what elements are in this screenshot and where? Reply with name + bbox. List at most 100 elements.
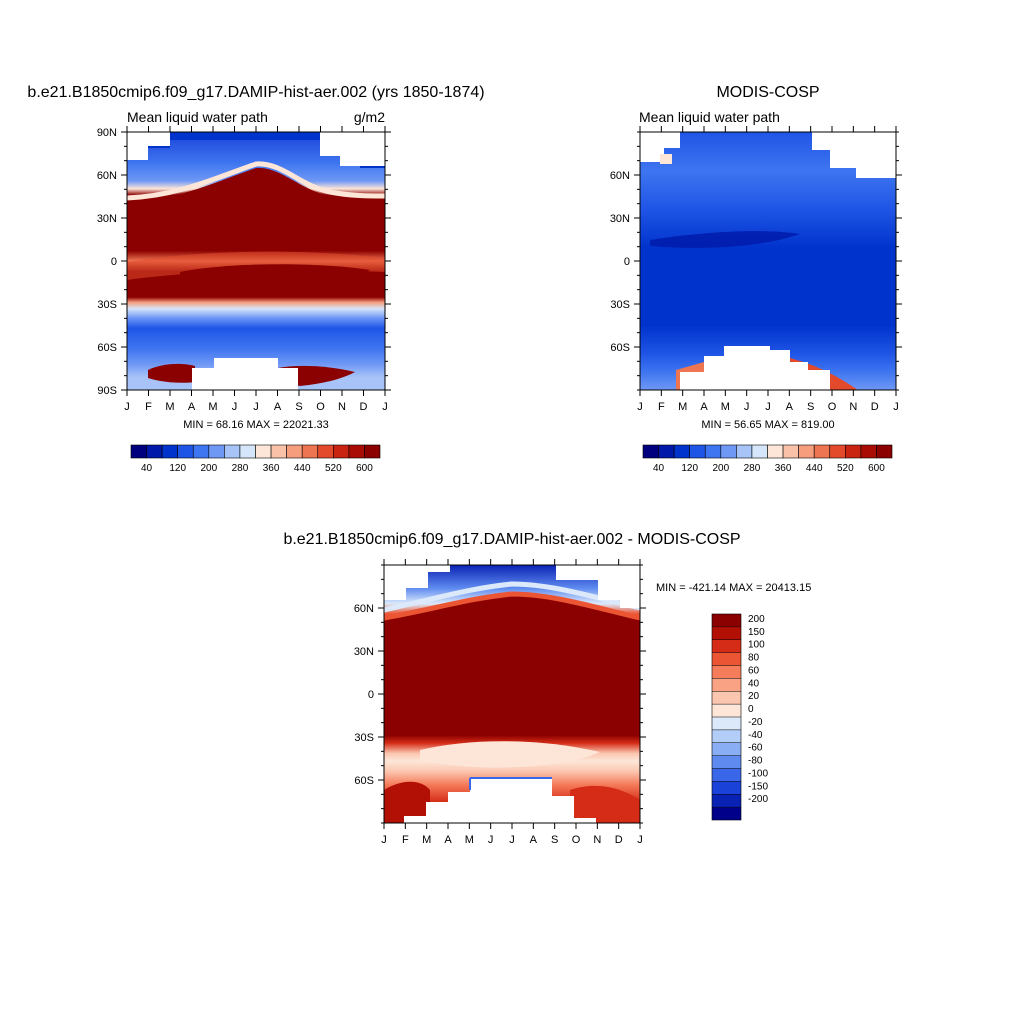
- obs-colorbar-label: 360: [775, 463, 792, 474]
- diff-x-tick-label: J: [488, 834, 494, 846]
- obs-colorbar-box: [845, 444, 862, 459]
- model-colorbar-box: [192, 444, 210, 459]
- diff-x-tick-label: J: [637, 834, 643, 846]
- model-y-tick-label: 90S: [97, 385, 117, 397]
- model-x-tick-label: F: [145, 401, 152, 413]
- obs-colorbar-label: 120: [681, 463, 698, 474]
- model-left-string: Mean liquid water path: [127, 109, 268, 125]
- diff-y-tick-label: 60S: [354, 775, 374, 787]
- obs-colorbar-box: [767, 444, 784, 459]
- obs-x-tick-label: O: [828, 401, 837, 413]
- obs-x-tick-label: D: [871, 401, 879, 413]
- diff-colorbar-box: [712, 665, 741, 679]
- diff-colorbar-label: 40: [748, 678, 760, 689]
- diff-colorbar-box: [712, 678, 741, 692]
- obs-colorbar: 40 120 200 280 360 440 520 600: [642, 444, 893, 474]
- diff-colorbar-label: -200: [748, 794, 768, 805]
- obs-x-tick-label: M: [721, 401, 730, 413]
- diff-x-tick-label: A: [530, 834, 538, 846]
- model-colorbar-box: [301, 444, 319, 459]
- model-y-tick-label: 30S: [97, 299, 117, 311]
- obs-stats: MIN = 56.65 MAX = 819.00: [701, 419, 834, 431]
- obs-colorbar-label: 440: [806, 463, 823, 474]
- model-colorbar-box: [348, 444, 365, 459]
- obs-colorbar-box: [751, 444, 768, 459]
- obs-x-tick-label: M: [678, 401, 687, 413]
- diff-x-tick-label: N: [593, 834, 601, 846]
- diff-title: b.e21.B1850cmip6.f09_g17.DAMIP-hist-aer.…: [283, 531, 740, 548]
- obs-colorbar-label: 200: [712, 463, 729, 474]
- diff-x-tick-label: M: [422, 834, 431, 846]
- model-colorbar-label: 520: [325, 463, 342, 474]
- model-panel: b.e21.B1850cmip6.f09_g17.DAMIP-hist-aer.…: [27, 84, 484, 474]
- obs-left-string: Mean liquid water path: [639, 109, 780, 125]
- model-colorbar-box: [255, 444, 272, 459]
- diff-stats: MIN = -421.14 MAX = 20413.15: [656, 582, 811, 594]
- model-x-tick-label: M: [165, 401, 174, 413]
- obs-x-tick-label: J: [893, 401, 899, 413]
- obs-colorbar-box: [689, 444, 706, 459]
- model-colorbar-label: 40: [141, 463, 153, 474]
- diff-colorbar-label: 20: [748, 691, 760, 702]
- obs-colorbar-box: [860, 444, 877, 459]
- model-x-tick-label: J: [124, 401, 130, 413]
- model-colorbar-box: [177, 444, 194, 459]
- obs-x-tick-label: J: [744, 401, 750, 413]
- model-colorbar-box: [130, 444, 147, 459]
- diff-colorbar-box: [712, 691, 741, 705]
- obs-x-tick-label: A: [700, 401, 708, 413]
- diff-x-tick-label: F: [402, 834, 409, 846]
- diff-colorbar-box: [712, 729, 741, 743]
- diff-y-tick-label: 30S: [354, 732, 374, 744]
- obs-colorbar-box: [736, 444, 753, 459]
- model-x-tick-label: S: [295, 401, 302, 413]
- model-y-tick-label: 90N: [97, 127, 117, 139]
- obs-axes: J F M A M J J A S O N D J 60N 30N 0 30S 60S: [610, 126, 902, 413]
- model-y-tick-label: 0: [111, 256, 117, 268]
- obs-colorbar-box: [813, 444, 831, 459]
- model-colorbar-label: 360: [263, 463, 280, 474]
- diff-axes: J F M A M J J A S O N D J 60N 30N 0 30S 60S: [354, 559, 646, 846]
- diff-colorbar-label: -60: [748, 743, 763, 754]
- obs-x-tick-label: A: [786, 401, 794, 413]
- model-y-tick-label: 60N: [97, 170, 117, 182]
- obs-x-tick-label: N: [849, 401, 857, 413]
- model-x-tick-label: M: [208, 401, 217, 413]
- obs-x-tick-label: F: [658, 401, 665, 413]
- diff-colorbar-label: 150: [748, 627, 765, 638]
- model-title: b.e21.B1850cmip6.f09_g17.DAMIP-hist-aer.…: [27, 84, 484, 101]
- obs-colorbar-label: 280: [744, 463, 761, 474]
- diff-colorbar-label: -80: [748, 756, 763, 767]
- model-x-tick-label: A: [274, 401, 282, 413]
- obs-y-tick-label: 30S: [610, 299, 630, 311]
- model-colorbar-label: 280: [232, 463, 249, 474]
- diff-colorbar-box: [712, 626, 741, 640]
- diff-colorbar-box: [712, 614, 741, 627]
- diff-colorbar: 200150100806040200-20-40-60-80-100-150-2…: [711, 613, 768, 821]
- diff-colorbar-box: [712, 807, 741, 820]
- obs-colorbar-box: [673, 444, 690, 459]
- model-x-tick-label: J: [382, 401, 388, 413]
- model-colorbar-box: [224, 444, 241, 459]
- model-x-tick-label: J: [232, 401, 238, 413]
- obs-colorbar-box: [782, 444, 799, 459]
- diff-colorbar-box: [712, 755, 741, 769]
- obs-y-tick-label: 60N: [610, 170, 630, 182]
- diff-colorbar-label: 0: [748, 704, 754, 715]
- diff-colorbar-label: 200: [748, 614, 765, 625]
- diff-field: [384, 565, 640, 823]
- diff-x-tick-label: J: [509, 834, 515, 846]
- obs-x-tick-label: J: [637, 401, 643, 413]
- diff-colorbar-box: [712, 742, 741, 756]
- obs-colorbar-label: 600: [868, 463, 885, 474]
- obs-colorbar-box: [642, 444, 659, 459]
- diff-colorbar-label: 100: [748, 640, 765, 651]
- obs-y-tick-label: 60S: [610, 342, 630, 354]
- diff-colorbar-label: -150: [748, 781, 768, 792]
- diff-panel: b.e21.B1850cmip6.f09_g17.DAMIP-hist-aer.…: [283, 531, 811, 846]
- model-colorbar-label: 120: [169, 463, 186, 474]
- diff-y-tick-label: 0: [368, 689, 374, 701]
- diff-colorbar-box: [712, 781, 741, 795]
